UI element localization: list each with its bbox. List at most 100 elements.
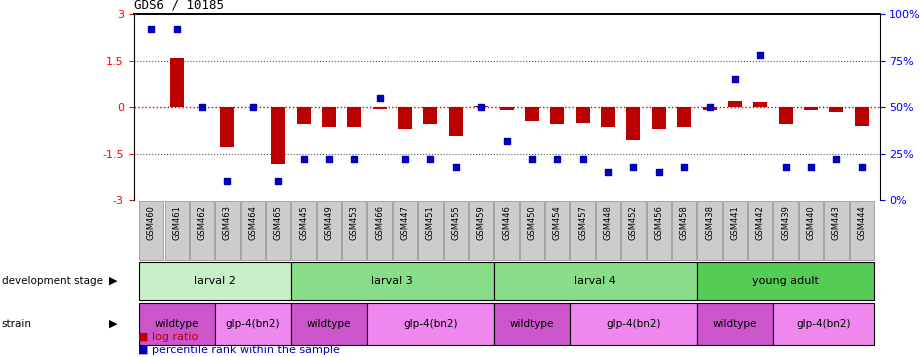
Point	[347, 156, 362, 162]
Text: GSM455: GSM455	[451, 205, 460, 240]
Bar	[297, 107, 310, 124]
FancyBboxPatch shape	[317, 201, 341, 260]
Text: wildtype: wildtype	[155, 319, 199, 329]
FancyBboxPatch shape	[367, 303, 494, 345]
FancyBboxPatch shape	[773, 303, 874, 345]
Text: GSM457: GSM457	[578, 205, 588, 240]
Point	[829, 156, 844, 162]
FancyBboxPatch shape	[672, 201, 696, 260]
Text: young adult: young adult	[752, 276, 819, 286]
Point	[753, 52, 768, 58]
FancyBboxPatch shape	[266, 201, 290, 260]
Point	[651, 169, 666, 175]
Point	[297, 156, 311, 162]
Text: glp-4(bn2): glp-4(bn2)	[226, 319, 280, 329]
Text: GSM463: GSM463	[223, 205, 232, 240]
FancyBboxPatch shape	[393, 201, 417, 260]
Bar	[424, 107, 437, 124]
Text: GSM454: GSM454	[553, 205, 562, 240]
FancyBboxPatch shape	[596, 201, 620, 260]
FancyBboxPatch shape	[495, 201, 519, 260]
Bar	[322, 107, 336, 127]
Text: GSM448: GSM448	[603, 205, 612, 240]
Text: GSM461: GSM461	[172, 205, 181, 240]
FancyBboxPatch shape	[697, 262, 874, 301]
Text: GSM451: GSM451	[426, 205, 435, 240]
Point	[576, 156, 590, 162]
Point	[423, 156, 437, 162]
Bar	[474, 106, 488, 107]
Text: GSM445: GSM445	[299, 205, 308, 240]
Text: GSM456: GSM456	[654, 205, 663, 240]
FancyBboxPatch shape	[799, 201, 823, 260]
Bar	[830, 107, 844, 112]
FancyBboxPatch shape	[165, 201, 189, 260]
Point	[321, 156, 336, 162]
Point	[778, 164, 793, 169]
Text: GSM460: GSM460	[146, 205, 156, 240]
FancyBboxPatch shape	[240, 201, 265, 260]
Point	[372, 95, 387, 101]
Bar	[576, 107, 589, 122]
FancyBboxPatch shape	[494, 262, 697, 301]
Bar	[778, 107, 793, 124]
Point	[804, 164, 819, 169]
Text: GSM440: GSM440	[807, 205, 815, 240]
Bar	[271, 107, 286, 164]
Bar	[728, 101, 742, 107]
Point	[245, 104, 260, 110]
FancyBboxPatch shape	[748, 201, 773, 260]
FancyBboxPatch shape	[418, 201, 443, 260]
Text: GSM446: GSM446	[502, 205, 511, 240]
Text: GSM464: GSM464	[249, 205, 257, 240]
Bar	[601, 107, 615, 127]
Point	[449, 164, 463, 169]
FancyBboxPatch shape	[570, 303, 697, 345]
FancyBboxPatch shape	[367, 201, 391, 260]
Bar	[753, 102, 767, 107]
FancyBboxPatch shape	[291, 262, 494, 301]
Text: ■ log ratio: ■ log ratio	[138, 332, 198, 342]
Point	[473, 104, 488, 110]
Point	[600, 169, 615, 175]
Text: wildtype: wildtype	[713, 319, 757, 329]
Text: GSM447: GSM447	[401, 205, 410, 240]
FancyBboxPatch shape	[570, 201, 595, 260]
Text: GSM443: GSM443	[832, 205, 841, 240]
Point	[144, 26, 158, 32]
FancyBboxPatch shape	[824, 201, 848, 260]
Point	[194, 104, 209, 110]
Point	[626, 164, 641, 169]
Text: GSM452: GSM452	[629, 205, 638, 240]
FancyBboxPatch shape	[139, 262, 291, 301]
Bar	[551, 107, 565, 124]
FancyBboxPatch shape	[139, 201, 164, 260]
FancyBboxPatch shape	[545, 201, 569, 260]
FancyBboxPatch shape	[216, 201, 239, 260]
Point	[525, 156, 540, 162]
Bar	[804, 107, 818, 110]
Text: GSM444: GSM444	[857, 205, 867, 240]
Text: ▶: ▶	[109, 319, 117, 329]
Text: GSM458: GSM458	[680, 205, 689, 240]
Text: ▶: ▶	[109, 276, 117, 286]
FancyBboxPatch shape	[291, 201, 316, 260]
Text: GSM466: GSM466	[375, 205, 384, 240]
FancyBboxPatch shape	[494, 303, 570, 345]
Bar	[373, 107, 387, 109]
FancyBboxPatch shape	[342, 201, 367, 260]
FancyBboxPatch shape	[723, 201, 747, 260]
FancyBboxPatch shape	[291, 303, 367, 345]
Point	[702, 104, 717, 110]
Text: glp-4(bn2): glp-4(bn2)	[606, 319, 660, 329]
Text: GSM465: GSM465	[274, 205, 283, 240]
Point	[728, 76, 742, 82]
Point	[398, 156, 413, 162]
FancyBboxPatch shape	[647, 201, 671, 260]
FancyBboxPatch shape	[622, 201, 646, 260]
Text: development stage: development stage	[2, 276, 103, 286]
Text: glp-4(bn2): glp-4(bn2)	[403, 319, 458, 329]
Text: larval 4: larval 4	[575, 276, 616, 286]
Bar	[169, 57, 183, 107]
Text: ■ percentile rank within the sample: ■ percentile rank within the sample	[138, 345, 340, 355]
